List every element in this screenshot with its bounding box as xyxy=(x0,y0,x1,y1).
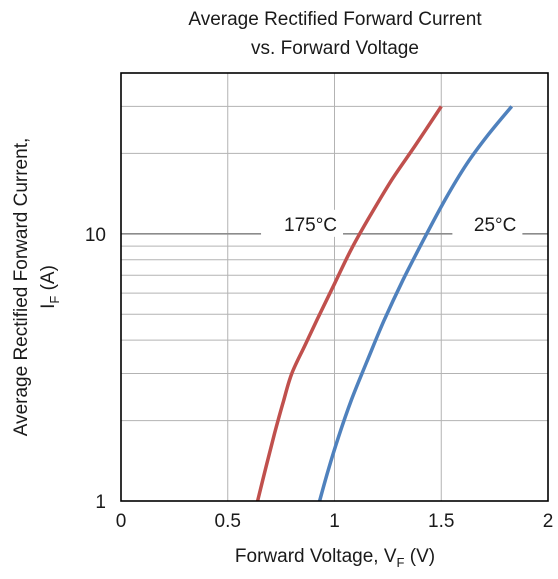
x-tick-label: 1 xyxy=(329,511,340,532)
y-tick-label: 10 xyxy=(85,225,106,246)
x-tick-label: 0.5 xyxy=(215,511,241,532)
y-axis-label-subscript: F xyxy=(47,296,62,304)
series-line-1 xyxy=(317,105,514,502)
chart-title: Average Rectified Forward Current vs. Fo… xyxy=(188,9,482,59)
x-tick-label: 0 xyxy=(116,511,127,532)
series-label-background xyxy=(452,209,523,237)
series-label-1: 25°C xyxy=(474,215,516,236)
chart-title-line-2: vs. Forward Voltage xyxy=(251,38,419,59)
grid xyxy=(121,73,548,501)
y-tick-label: 1 xyxy=(95,492,106,513)
x-tick-label: 1.5 xyxy=(428,511,454,532)
x-axis-label-subscript: F xyxy=(397,555,405,570)
plot-frame xyxy=(120,72,549,502)
series-line-0 xyxy=(255,105,443,502)
x-axis-label: Forward Voltage, VF (V) xyxy=(235,546,435,570)
series-annotations: 175°C 25°C xyxy=(261,209,523,237)
tick-labels: 0 0.5 1 1.5 2 1 10 xyxy=(85,225,553,532)
series-curves xyxy=(255,105,514,502)
chart-title-line-1: Average Rectified Forward Current xyxy=(188,9,482,30)
y-axis-label-line-1: Average Rectified Forward Current, xyxy=(11,138,32,437)
series-label-0: 175°C xyxy=(284,215,337,236)
x-axis-label-unit: (V) xyxy=(404,546,435,567)
x-axis-label-main: Forward Voltage, V xyxy=(235,546,397,567)
y-axis-label-unit: (A) xyxy=(38,265,59,296)
series-label-background xyxy=(261,209,344,237)
x-tick-label: 2 xyxy=(543,511,554,532)
y-axis-label-line-2: IF (A) xyxy=(38,265,62,309)
y-axis-label: Average Rectified Forward Current, IF (A… xyxy=(11,138,62,437)
y-axis-label-main: I xyxy=(38,304,59,309)
